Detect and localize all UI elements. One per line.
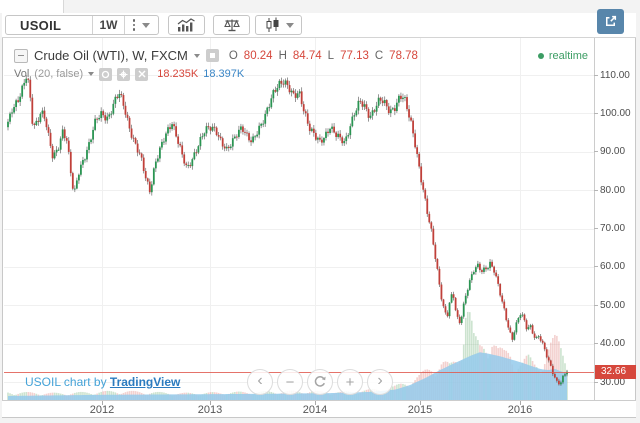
price-tick-mark <box>594 151 598 153</box>
time-tick-mark <box>420 401 421 405</box>
scroll-left-button[interactable]: ‹ <box>247 369 273 395</box>
volume-settings-gear-icon[interactable] <box>117 67 131 81</box>
chart-style-button[interactable] <box>255 15 302 35</box>
series-title[interactable]: Crude Oil (WTI), W, FXCM <box>34 48 188 63</box>
reset-icon <box>314 376 326 387</box>
time-tick-label: 2016 <box>507 404 533 416</box>
volume-study-name[interactable]: Vol <box>14 68 30 80</box>
interval-button[interactable]: 1W <box>92 16 124 34</box>
attribution-text: USOIL chart by <box>25 375 110 389</box>
page-tab-notch <box>0 0 64 13</box>
price-axis[interactable]: 110.00 100.00 90.00 80.00 70.00 60.00 50.00 40.… <box>594 38 637 400</box>
compare-button[interactable] <box>213 15 250 35</box>
symbol-input[interactable]: USOIL <box>20 17 62 33</box>
menu-dots-icon <box>132 19 136 31</box>
series-menu-caret-icon[interactable] <box>193 53 200 58</box>
price-tick-mark <box>594 189 598 191</box>
volume-close-icon[interactable] <box>135 67 149 81</box>
time-tick-mark <box>102 401 103 405</box>
volume-visibility-icon[interactable] <box>99 67 113 81</box>
scroll-right-button[interactable]: › <box>367 369 393 395</box>
interval-menu-button[interactable] <box>124 16 158 34</box>
volume-value: 18.235K <box>157 68 199 80</box>
price-tick-mark <box>594 74 598 76</box>
price-tick-label: 100.00 <box>600 107 631 119</box>
time-tick-mark <box>315 401 316 405</box>
price-chart-canvas[interactable] <box>4 38 594 400</box>
price-tick-label: 110.00 <box>600 69 630 81</box>
volume-menu-caret-icon[interactable] <box>88 72 95 76</box>
zoom-out-button[interactable]: − <box>277 369 303 395</box>
volume-legend-row: Vol (20, false) 18.235K 18.397K <box>14 67 244 81</box>
attribution: USOIL chart by TradingView <box>25 375 180 389</box>
price-tick-label: 30.00 <box>600 376 626 388</box>
zoom-in-button[interactable]: + <box>337 369 363 395</box>
realtime-dot-icon <box>537 53 544 59</box>
reset-view-button[interactable] <box>307 369 333 395</box>
time-tick-label: 2015 <box>407 404 433 416</box>
chevron-down-icon <box>142 22 151 28</box>
price-tick-label: 40.00 <box>600 338 626 350</box>
chart-nav-controls: ‹ − + › <box>247 369 393 395</box>
time-tick-label: 2012 <box>89 404 115 416</box>
scales-icon <box>223 19 240 31</box>
collapse-legend-icon[interactable] <box>14 48 28 63</box>
ohlc-values: O 80.24 H 84.74 L 77.13 C 78.78 <box>228 49 418 62</box>
price-tick-mark <box>594 112 598 114</box>
price-tick-label: 50.00 <box>600 299 626 311</box>
time-axis[interactable]: 2012 2013 2014 2015 2016 <box>2 400 636 417</box>
open-in-new-window-button[interactable] <box>597 9 624 34</box>
price-tick-mark <box>594 228 598 229</box>
volume-study-params: (20, false) <box>34 68 84 80</box>
volume-ma-value: 18.397K <box>203 68 245 80</box>
tradingview-link[interactable]: TradingView <box>109 375 181 389</box>
price-tick-mark <box>594 343 598 345</box>
time-tick-label: 2014 <box>302 404 328 416</box>
time-tick-mark <box>210 401 211 405</box>
price-tick-label: 80.00 <box>600 184 626 196</box>
time-tick-label: 2013 <box>197 404 223 416</box>
series-actions-icon[interactable] <box>205 49 219 62</box>
indicators-icon <box>177 18 195 32</box>
price-tick-mark <box>594 266 598 268</box>
time-tick-mark <box>520 401 521 405</box>
toolbar: USOIL 1W <box>2 13 636 38</box>
indicators-button[interactable] <box>168 15 205 35</box>
price-axis-separator <box>594 38 595 400</box>
chevron-down-icon <box>285 22 294 28</box>
price-tick-mark <box>594 381 598 383</box>
candlestick-style-icon <box>266 17 278 32</box>
open-in-new-icon <box>606 15 617 26</box>
price-tick-mark <box>594 304 598 306</box>
price-tick-label: 60.00 <box>600 261 626 273</box>
realtime-label: realtime <box>548 50 588 62</box>
symbol-interval-group: USOIL 1W <box>5 15 159 35</box>
price-tick-label: 70.00 <box>600 223 626 234</box>
realtime-status: realtime <box>537 50 588 62</box>
price-tick-label: 90.00 <box>600 146 626 158</box>
last-price-badge: 32.66 <box>595 364 636 379</box>
series-legend-row: Crude Oil (WTI), W, FXCM O 80.24 H 84.74 L… <box>14 48 418 63</box>
